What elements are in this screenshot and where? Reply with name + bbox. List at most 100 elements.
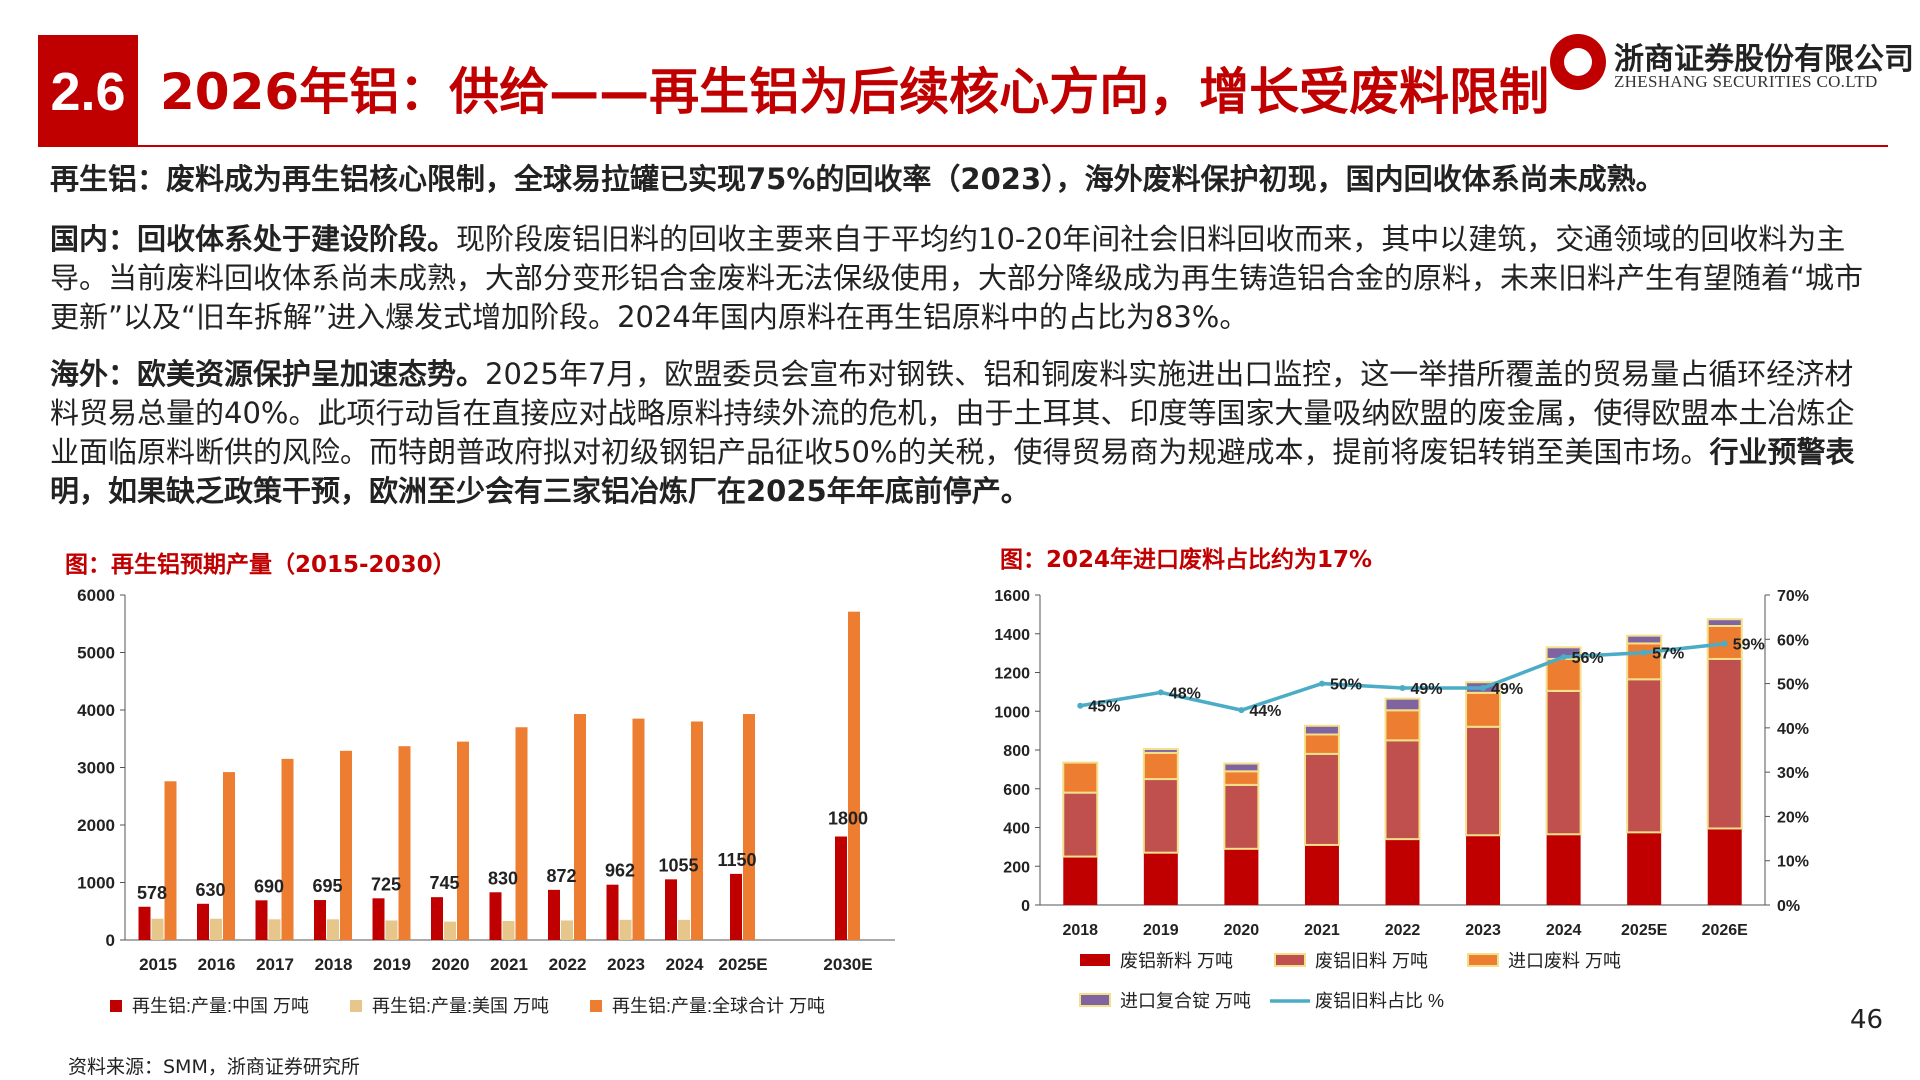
chart1-bar [835, 836, 847, 940]
chart2-y-tick-label: 0 [1021, 898, 1030, 915]
logo-icon [1550, 34, 1606, 90]
chart2-y2-tick-label: 60% [1777, 632, 1809, 649]
chart1-x-tick-label: 2023 [607, 955, 645, 974]
chart2-y-tick-label: 200 [1003, 859, 1030, 876]
chart2-bar-segment [1224, 848, 1259, 905]
chart2-legend-label: 废铝旧料占比 % [1315, 991, 1444, 1011]
chart1-bar [515, 727, 528, 940]
chart1-bar [678, 919, 690, 940]
chart1-x-tick-label: 2017 [256, 955, 294, 974]
chart2-x-tick-label: 2026E [1702, 922, 1749, 939]
chart2-bar-segment [1303, 752, 1340, 846]
company-logo: 浙商证券股份有限公司 ZHESHANG SECURITIES CO.LTD [1550, 28, 1914, 98]
chart2-bar-segment [1142, 748, 1179, 754]
chart1-bar [848, 611, 860, 940]
chart1-bar [151, 918, 164, 940]
chart2-y2-tick-label: 50% [1777, 677, 1809, 694]
chart2-bar-segment [1063, 856, 1098, 905]
chart2-y2-tick-label: 10% [1777, 854, 1809, 871]
chart2-bar-segment [1466, 835, 1501, 905]
chart2-legend-swatch [1079, 993, 1111, 1007]
chart2-bar-segment [1384, 697, 1421, 712]
chart2-y-tick-label: 600 [1003, 782, 1030, 799]
section-number-box: 2.6 [38, 35, 138, 145]
chart1-bar [574, 714, 586, 940]
chart1-legend-swatch [590, 1000, 602, 1012]
chart2-legend-label: 废铝旧料 万吨 [1315, 951, 1428, 971]
chart2-legend-swatch [1274, 953, 1306, 967]
source-note: 资料来源：SMM，浙商证券研究所 [68, 1056, 360, 1078]
paragraph-overseas-text: 2025年7月，欧盟委员会宣布对钢铁、铝和铜废料实施进出口监控，这一举措所覆盖的… [50, 357, 1855, 469]
chart2-bar-segment [1385, 839, 1420, 905]
chart2-legend-label: 进口复合锭 万吨 [1120, 991, 1251, 1011]
chart1-legend-label: 再生铝:产量:中国 万吨 [132, 996, 309, 1016]
chart1-bar [561, 920, 573, 940]
chart1-title: 图：再生铝预期产量（2015-2030） [65, 552, 456, 578]
chart1-bar [743, 714, 755, 940]
chart1-y-tick-label: 2000 [77, 816, 115, 835]
chart1-x-tick-label: 2015 [139, 955, 177, 974]
page-number: 46 [1850, 1005, 1884, 1035]
chart1-bar [457, 741, 469, 940]
chart1-bar [730, 873, 742, 940]
chart1-x-tick-label: 2025E [718, 955, 767, 974]
chart2-ratio-point [1318, 680, 1325, 687]
chart2-x-tick-label: 2024 [1546, 922, 1582, 939]
logo-en-text: ZHESHANG SECURITIES CO.LTD [1614, 72, 1878, 91]
chart1-bar [632, 718, 645, 940]
chart2-bar-segment [1626, 642, 1663, 681]
chart1-data-label: 745 [429, 873, 459, 893]
chart1-x-tick-label: 2030E [823, 955, 872, 974]
chart1-bar [223, 772, 235, 940]
paragraph-overseas-lead: 海外：欧美资源保护呈加速态势。 [50, 357, 486, 391]
paragraph-domestic-lead: 国内：回收体系处于建设阶段。 [50, 222, 457, 256]
chart1-y-tick-label: 3000 [77, 759, 115, 778]
chart1-bar [281, 758, 294, 940]
chart1-data-label: 872 [546, 866, 576, 886]
chart2-bar-segment [1626, 634, 1663, 645]
chart1-x-tick-label: 2020 [432, 955, 470, 974]
chart1-data-label: 1800 [828, 809, 868, 829]
chart2-bar-segment [1626, 678, 1663, 834]
page-title: 2026年铝：供给——再生铝为后续核心方向，增长受废料限制 [160, 63, 1550, 121]
chart2-legend-swatch [1080, 954, 1110, 966]
chart1-bar [665, 879, 677, 940]
chart1-x-tick-label: 2024 [666, 955, 704, 974]
chart2-x-tick-label: 2020 [1224, 922, 1260, 939]
chart2-ratio-label: 45% [1088, 699, 1120, 716]
chart2-y-tick-label: 1400 [994, 627, 1030, 644]
chart2-ratio-label: 59% [1733, 637, 1765, 654]
chart1-bar [255, 900, 268, 940]
chart2-ratio-point [1238, 707, 1245, 714]
chart2-legend-swatch [1467, 953, 1499, 967]
chart2-bar-segment [1142, 778, 1179, 854]
chart2-ratio-label: 49% [1491, 681, 1523, 698]
chart2-bar-segment [1545, 657, 1582, 692]
chart2-ratio-point [1399, 685, 1406, 691]
chart1-bar [340, 750, 352, 940]
chart2-y-tick-label: 800 [1003, 743, 1030, 760]
section-number: 2.6 [50, 62, 126, 122]
chart2-bar-segment [1546, 834, 1581, 905]
chart1-legend-label: 再生铝:产量:全球合计 万吨 [612, 996, 825, 1016]
chart1-y-tick-label: 5000 [77, 644, 115, 663]
chart2-ratio-point [1721, 640, 1728, 647]
chart2-x-tick-label: 2025E [1621, 922, 1668, 939]
chart2-legend-label: 废铝新料 万吨 [1120, 951, 1233, 971]
chart1-y-tick-label: 1000 [77, 874, 115, 893]
chart1-bar [314, 900, 326, 940]
chart2-bar-segment [1707, 828, 1742, 905]
chart2-x-tick-label: 2021 [1304, 922, 1340, 939]
chart2-bar-segment [1062, 761, 1099, 794]
chart2-y2-tick-label: 40% [1777, 721, 1809, 738]
chart1-y-tick-label: 4000 [77, 701, 115, 720]
chart1-bar [138, 906, 151, 940]
chart1-x-tick-label: 2018 [315, 955, 353, 974]
chart2-bar-segment [1142, 751, 1179, 781]
chart2-ratio-label: 50% [1330, 677, 1362, 694]
chart1-data-label: 725 [371, 874, 401, 894]
chart2-ratio-point [1560, 654, 1567, 660]
chart1-data-label: 1150 [717, 850, 756, 870]
chart2-ratio-point [1641, 649, 1648, 656]
chart1-x-tick-label: 2016 [198, 955, 236, 974]
